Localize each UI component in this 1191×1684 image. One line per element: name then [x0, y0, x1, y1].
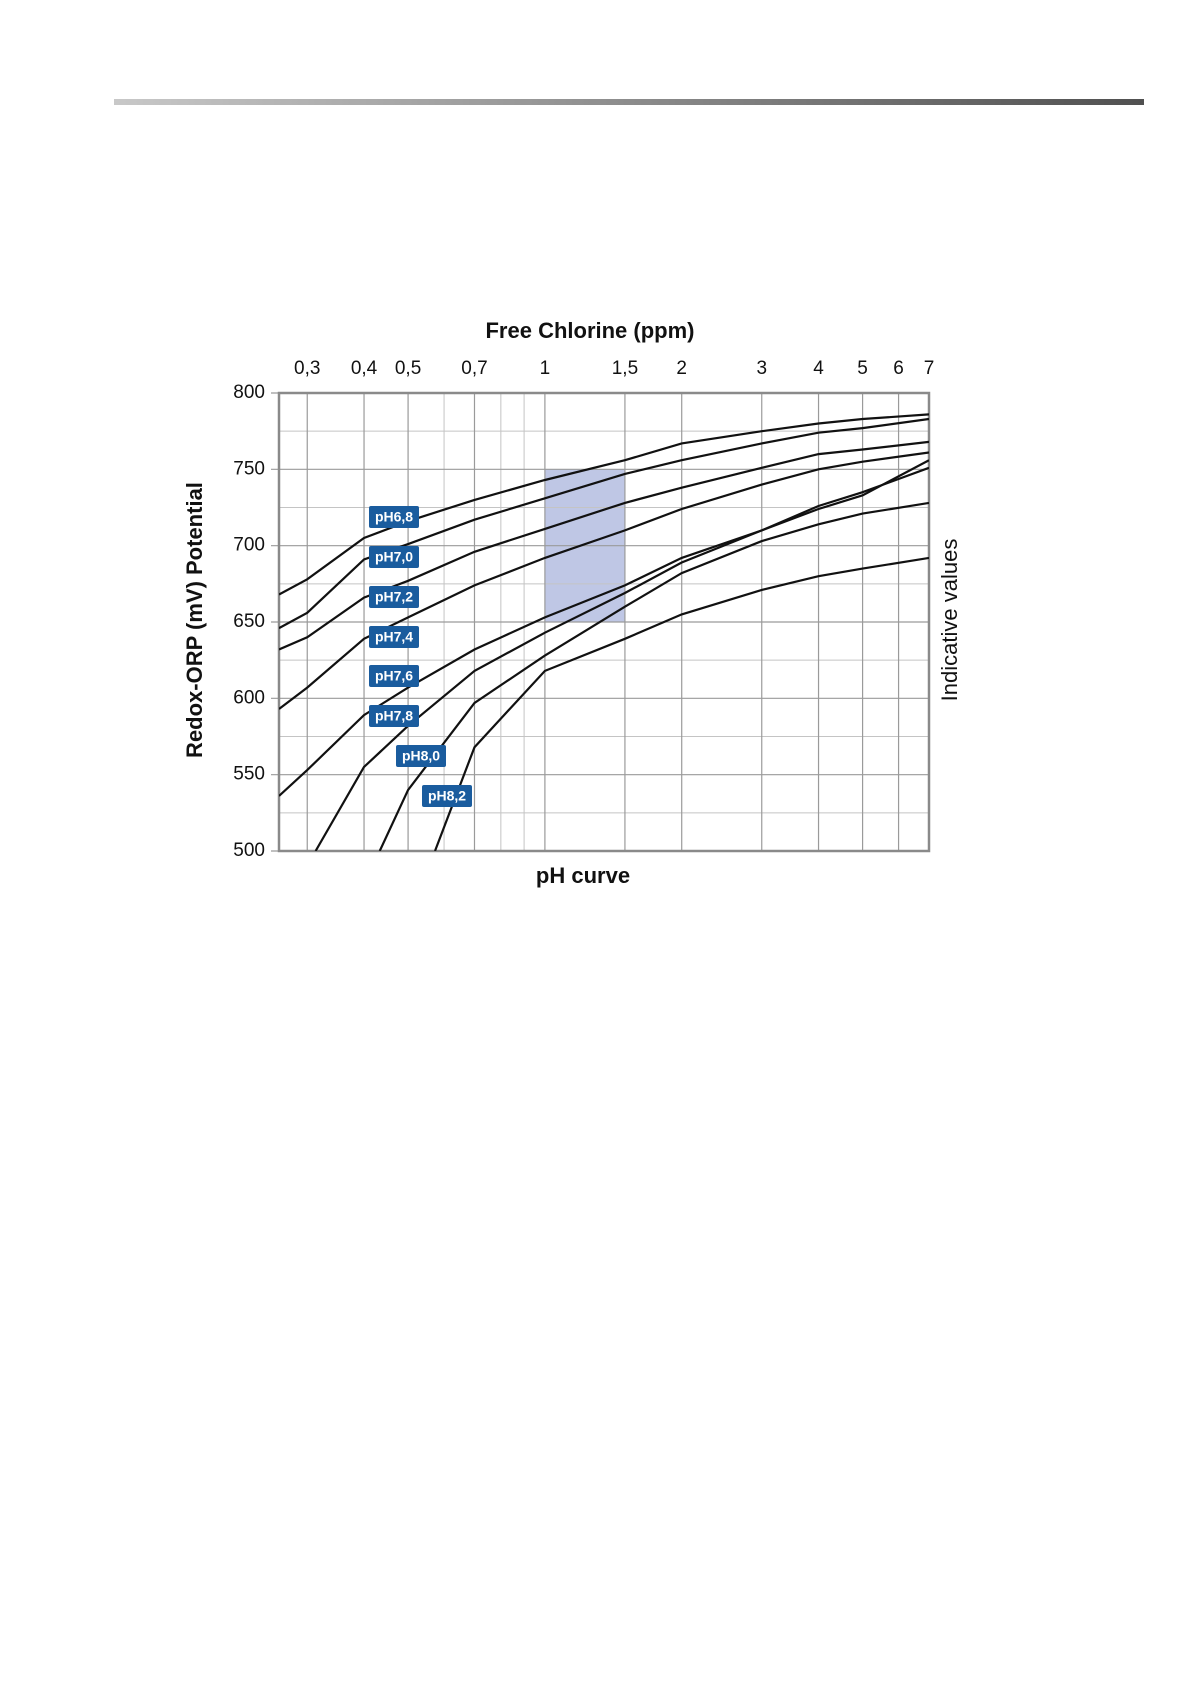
y-tick-label: 800 — [233, 382, 265, 403]
y-tick-label: 500 — [233, 840, 265, 861]
curve-tag: pH7,0 — [375, 549, 413, 565]
x-tick-label: 6 — [893, 358, 904, 379]
x-tick-label: 4 — [813, 358, 824, 379]
ph-curve — [279, 459, 929, 797]
y-tick-label: 750 — [233, 458, 265, 479]
x-tick-label: 0,4 — [351, 358, 378, 379]
curve-tag: pH7,2 — [375, 589, 413, 605]
y-tick-label: 600 — [233, 687, 265, 708]
curve-tag: pH8,2 — [428, 788, 466, 804]
curve-tag-box — [396, 745, 446, 767]
y-tick-label: 700 — [233, 535, 265, 556]
curve-tag: pH7,4 — [375, 629, 413, 645]
x-tick-label: 0,7 — [461, 358, 487, 379]
x-tick-label: 3 — [756, 358, 767, 379]
curve-tag: pH8,0 — [402, 748, 440, 764]
ph-curve — [279, 440, 929, 651]
x-tick-label: 2 — [676, 358, 687, 379]
curve-tag-box — [369, 546, 419, 568]
ph-curve — [279, 413, 929, 596]
y-tick-label: 650 — [233, 611, 265, 632]
x-axis-label: pH curve — [536, 863, 630, 888]
x-tick-label: 5 — [857, 358, 868, 379]
curve-tag-box — [369, 705, 419, 727]
right-axis-label: Indicative values — [937, 539, 962, 702]
header-rule — [114, 99, 1144, 105]
curve-tag: pH7,8 — [375, 708, 413, 724]
curve-tag-box — [369, 665, 419, 687]
curve-tag: pH6,8 — [375, 509, 413, 525]
curve-tag: pH7,6 — [375, 668, 413, 684]
y-tick-label: 550 — [233, 764, 265, 785]
plot-frame — [277, 391, 931, 853]
ph-curve — [279, 417, 929, 630]
curve-tag-box — [369, 506, 419, 528]
x-tick-label: 7 — [924, 358, 935, 379]
curve-tag-box — [369, 626, 419, 648]
x-tick-label: 0,3 — [294, 358, 320, 379]
curve-tag-box — [369, 586, 419, 608]
ph-curve — [279, 451, 929, 710]
curve-tag-box — [422, 785, 472, 807]
x-tick-label: 1 — [540, 358, 551, 379]
x-tick-label: 0,5 — [395, 358, 421, 379]
ph-curve — [314, 466, 929, 851]
chart-title: Free Chlorine (ppm) — [485, 318, 694, 343]
ph-curve — [433, 556, 929, 851]
y-axis-label: Redox-ORP (mV) Potential — [182, 482, 207, 758]
x-tick-label: 1,5 — [612, 358, 638, 379]
